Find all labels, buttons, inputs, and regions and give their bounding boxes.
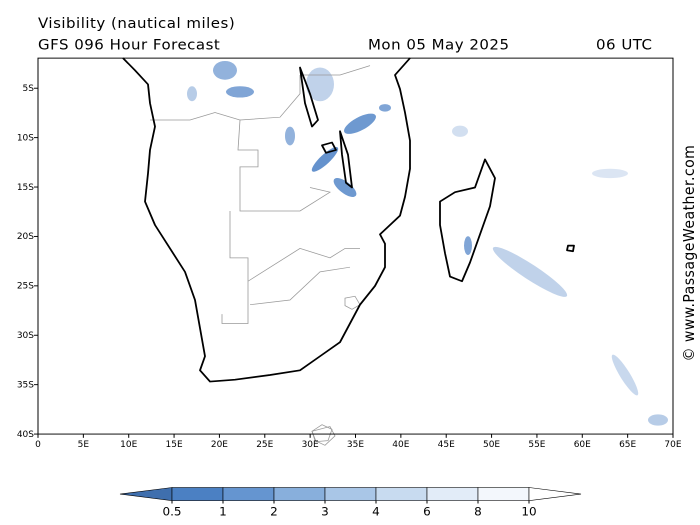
haze-patch xyxy=(306,67,334,102)
lake-coast xyxy=(299,66,319,128)
lon-tick-label: 40E xyxy=(392,440,409,450)
colorbar-box xyxy=(375,487,428,501)
lon-tick-label: 0 xyxy=(35,440,41,450)
borders xyxy=(150,65,371,446)
lon-tick-label: 30E xyxy=(302,440,319,450)
haze-patch xyxy=(213,60,237,80)
lake-coast xyxy=(321,141,337,154)
colorbar-box xyxy=(426,487,479,501)
haze-patch xyxy=(464,236,472,255)
ocean xyxy=(38,58,673,435)
watermark: © www.PassageWeather.com xyxy=(682,145,699,362)
lon-tick-label: 5E xyxy=(78,440,89,450)
lat-tick-label: 30S xyxy=(17,331,35,341)
border-line xyxy=(150,112,331,212)
colorbar: 0.5 1 2 3 4 6 8 10 xyxy=(119,487,582,519)
haze-patch xyxy=(285,126,295,146)
border-line xyxy=(311,424,333,442)
lat-tick-label: 10S xyxy=(17,134,35,144)
haze-patch xyxy=(648,414,668,426)
haze-patch xyxy=(611,354,639,396)
border-line xyxy=(344,295,361,310)
colorbar-label: 3 xyxy=(321,505,329,519)
map-area xyxy=(37,57,674,446)
colorbar-box xyxy=(171,487,224,501)
lat-tick-label: 40S xyxy=(17,430,35,440)
colorbar-label: 10 xyxy=(521,505,536,519)
lon-tick-label: 55E xyxy=(528,440,545,450)
colorbar-box xyxy=(222,487,275,501)
colorbar-label: 8 xyxy=(474,505,482,519)
lon-tick-label: 10E xyxy=(120,440,137,450)
colorbar-box xyxy=(324,487,377,501)
haze-patch xyxy=(226,86,254,98)
date-label: Mon 05 May 2025 xyxy=(368,38,509,53)
lat-tick-label: 25S xyxy=(17,282,35,292)
map-title: Visibility (nautical miles) xyxy=(38,17,235,32)
border-line xyxy=(239,75,301,121)
lon-tick-label: 50E xyxy=(483,440,500,450)
haze-patch xyxy=(187,86,197,102)
colorbar-label: 1 xyxy=(219,505,227,519)
haze-patch xyxy=(344,113,376,134)
colorbar-label: 0.5 xyxy=(162,505,181,519)
lat-tick-label: 5S xyxy=(23,84,35,94)
haze-patch xyxy=(492,246,568,297)
lon-tick-label: 25E xyxy=(256,440,273,450)
madagascar-coast xyxy=(439,158,496,283)
lat-tick-label: 15S xyxy=(17,183,35,193)
haze-patch xyxy=(333,178,357,197)
lat-tick-label: 20S xyxy=(17,232,35,242)
colorbar-extend xyxy=(528,487,582,501)
lon-tick-label: 20E xyxy=(211,440,228,450)
haze-patch xyxy=(379,104,391,112)
colorbar-box xyxy=(273,487,326,501)
visibility-field xyxy=(187,60,668,426)
island-coast xyxy=(566,244,575,253)
haze-patch xyxy=(311,146,339,172)
lake-coast xyxy=(339,130,353,189)
haze-patch xyxy=(592,168,628,179)
lat-tick-label: 35S xyxy=(17,381,35,391)
model-label: GFS 096 Hour Forecast xyxy=(38,38,220,53)
africa-coast xyxy=(122,57,411,383)
lon-tick-label: 65E xyxy=(619,440,636,450)
colorbar-label: 6 xyxy=(423,505,431,519)
colorbar-box xyxy=(477,487,530,501)
lon-tick-label: 35E xyxy=(347,440,364,450)
border-line xyxy=(249,266,351,306)
lon-tick-label: 70E xyxy=(664,440,681,450)
lon-tick-label: 60E xyxy=(574,440,591,450)
haze-patch xyxy=(452,125,468,137)
border-line xyxy=(300,65,371,76)
border-line xyxy=(247,248,360,282)
colorbar-extend xyxy=(119,487,173,501)
colorbar-label: 2 xyxy=(270,505,278,519)
border-line xyxy=(221,210,249,324)
lon-tick-label: 15E xyxy=(166,440,183,450)
time-label: 06 UTC xyxy=(596,38,653,53)
colorbar-label: 4 xyxy=(372,505,380,519)
coastline xyxy=(122,57,575,383)
lon-tick-label: 45E xyxy=(438,440,455,450)
